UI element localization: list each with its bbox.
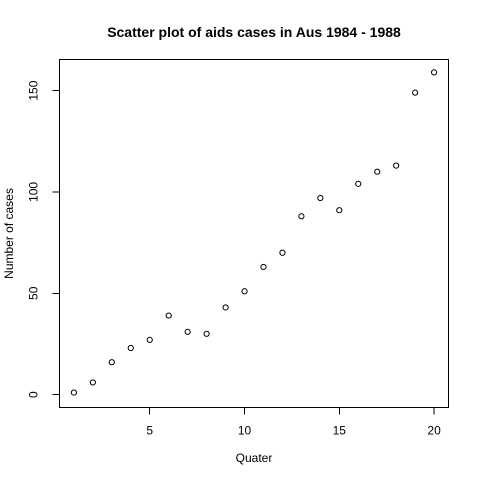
data-point: [70, 389, 78, 396]
x-tick-label: 20: [427, 424, 441, 438]
data-points: [70, 69, 438, 396]
y-axis-label: Number of cases: [2, 188, 16, 279]
data-point: [108, 359, 115, 366]
data-point: [355, 180, 362, 187]
y-tick-label: 0: [27, 391, 41, 398]
y-tick-label: 50: [27, 286, 41, 300]
data-point: [203, 330, 210, 337]
data-point: [89, 379, 96, 386]
data-point: [298, 213, 305, 220]
data-point: [317, 194, 324, 202]
data-point: [146, 336, 153, 343]
data-point: [279, 249, 286, 256]
data-point: [184, 328, 191, 335]
x-tick-label: 5: [146, 424, 153, 438]
y-axis: 0 50 100 150: [27, 80, 60, 398]
data-point: [336, 207, 343, 214]
x-tick-label: 15: [333, 424, 347, 438]
plot-area-frame: [59, 59, 449, 408]
data-point: [222, 304, 229, 311]
chart-title: Scatter plot of aids cases in Aus 1984 -…: [107, 24, 401, 40]
x-axis-label: Quater: [236, 451, 273, 465]
data-point: [127, 344, 134, 352]
data-point: [393, 162, 400, 169]
data-point: [430, 69, 438, 76]
x-axis: 5 10 15 20: [146, 407, 441, 438]
data-point: [241, 288, 248, 295]
y-tick-label: 150: [27, 80, 41, 100]
y-tick-label: 100: [27, 182, 41, 202]
data-point: [374, 168, 381, 175]
data-point: [260, 263, 267, 271]
data-point: [412, 89, 419, 96]
data-point: [165, 312, 172, 319]
x-tick-label: 10: [238, 424, 252, 438]
